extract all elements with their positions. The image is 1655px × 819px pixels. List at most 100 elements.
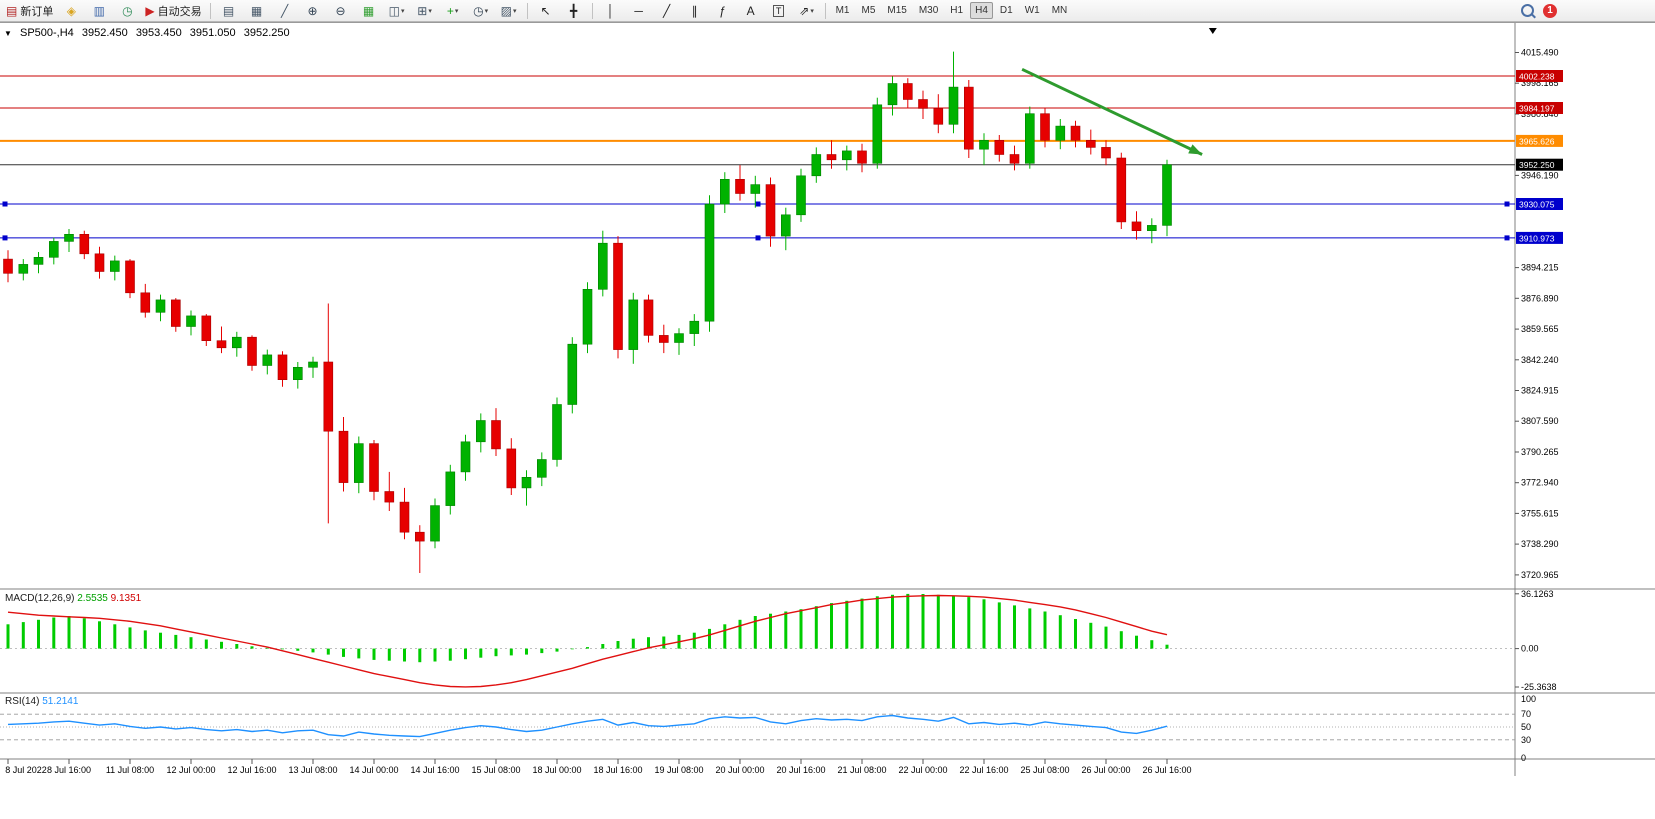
vertical-line-icon: │ — [606, 3, 615, 18]
toolbar-separator — [824, 2, 826, 19]
trendline-icon[interactable]: ╱ — [654, 1, 680, 21]
timeframe-m30-button[interactable]: M30 — [918, 5, 939, 16]
arrange-windows-icon[interactable]: ⊞ ▾ — [412, 1, 438, 21]
autotrading-button: ▶ — [145, 3, 155, 18]
new-order-button: ▤ — [6, 3, 18, 18]
toolbar: ▤ 新订单 ◈ ▥ ◷ ▶ 自动交易 ▤ ▦ ╱ ⊕ ⊖ ▦ ◫ ▾ ⊞ ▾ + ▾ ◷ ▾ ▨ ▾ ↖ ╋ │ ─ ╱ ∥ ƒ A T ⇗ ▾ M… — [0, 0, 1655, 22]
fibonacci-icon: ƒ — [719, 3, 726, 18]
chevron-down-icon: ▾ — [428, 7, 432, 15]
timeframe-m1-button[interactable]: M1 — [835, 5, 850, 16]
svg-text:36.1263: 36.1263 — [1521, 589, 1554, 599]
cascade-windows-icon[interactable]: ◫ ▾ — [384, 1, 410, 21]
svg-text:19 Jul 08:00: 19 Jul 08:00 — [654, 765, 703, 775]
svg-text:3738.290: 3738.290 — [1521, 539, 1559, 549]
rsi-value: 51.2141 — [42, 696, 79, 707]
svg-text:0: 0 — [1521, 753, 1526, 763]
timeframe-mn-button[interactable]: MN — [1051, 5, 1068, 16]
data-window-icon: ◷ — [122, 3, 133, 18]
timeframe-m5-button[interactable]: M5 — [861, 5, 876, 16]
templates-icon[interactable]: ▨ ▾ — [496, 1, 522, 21]
timeframe-m15-button[interactable]: M15 — [887, 5, 907, 16]
arrange-windows-icon: ⊞ — [417, 3, 428, 18]
svg-text:8 Jul 16:00: 8 Jul 16:00 — [47, 765, 91, 775]
svg-text:8 Jul 2022: 8 Jul 2022 — [5, 765, 47, 775]
collapse-icon[interactable]: ▼ — [4, 29, 12, 38]
svg-text:3952.250: 3952.250 — [1519, 160, 1555, 170]
trendline-icon: ╱ — [662, 3, 671, 18]
periods-icon[interactable]: ◷ ▾ — [468, 1, 494, 21]
chart-info-bar: ▼ SP500-,H4 3952.450 3953.450 3951.050 3… — [4, 27, 295, 39]
cascade-windows-icon: ◫ — [388, 3, 400, 18]
bar-chart-icon: ▤ — [222, 3, 235, 18]
svg-text:3824.915: 3824.915 — [1521, 386, 1559, 396]
timeframe-d1-button[interactable]: D1 — [999, 5, 1013, 16]
market-watch-icon: ▥ — [93, 3, 106, 18]
svg-text:3807.590: 3807.590 — [1521, 416, 1559, 426]
svg-text:3842.240: 3842.240 — [1521, 355, 1559, 365]
svg-text:4002.238: 4002.238 — [1519, 72, 1555, 82]
svg-text:12 Jul 16:00: 12 Jul 16:00 — [227, 765, 276, 775]
toolbar-buttons: ▤ 新订单 ◈ ▥ ◷ ▶ 自动交易 ▤ ▦ ╱ ⊕ ⊖ ▦ ◫ ▾ ⊞ ▾ + ▾ ◷ ▾ ▨ ▾ ↖ ╋ │ ─ ╱ ∥ ƒ A T ⇗ ▾ M… — [2, 0, 1073, 21]
horizontal-line-icon[interactable]: ─ — [626, 1, 652, 21]
candlestick-chart-icon[interactable]: ▦ — [244, 1, 270, 21]
tile-windows-icon[interactable]: ▦ — [356, 1, 382, 21]
svg-text:-25.3638: -25.3638 — [1521, 682, 1557, 692]
chart-canvas[interactable]: 4015.4903998.1653980.8403946.1903894.215… — [0, 23, 1655, 819]
crosshair-icon: ╋ — [569, 3, 578, 18]
cursor-icon[interactable]: ↖ — [533, 1, 559, 21]
indicators-icon: + — [446, 3, 454, 18]
svg-text:14 Jul 16:00: 14 Jul 16:00 — [410, 765, 459, 775]
timeframe-h4-button[interactable]: H4 — [970, 2, 993, 19]
search-icon[interactable] — [1521, 4, 1534, 17]
chevron-down-icon: ▾ — [810, 7, 814, 15]
svg-text:20 Jul 00:00: 20 Jul 00:00 — [715, 765, 764, 775]
chevron-down-icon: ▾ — [484, 7, 489, 15]
svg-text:3876.890: 3876.890 — [1521, 293, 1559, 303]
text-label-icon[interactable]: T — [766, 1, 792, 21]
bar-chart-icon[interactable]: ▤ — [216, 1, 242, 21]
text-icon[interactable]: A — [738, 1, 764, 21]
data-window-icon[interactable]: ◷ — [114, 1, 140, 21]
svg-text:0.00: 0.00 — [1521, 644, 1539, 654]
symbol-period: SP500-,H4 — [19, 27, 74, 39]
svg-text:22 Jul 16:00: 22 Jul 16:00 — [959, 765, 1008, 775]
svg-text:14 Jul 00:00: 14 Jul 00:00 — [349, 765, 398, 775]
arrows-icon[interactable]: ⇗ ▾ — [794, 1, 820, 21]
svg-text:13 Jul 08:00: 13 Jul 08:00 — [288, 765, 337, 775]
svg-text:3946.190: 3946.190 — [1521, 170, 1559, 180]
fibonacci-icon[interactable]: ƒ — [710, 1, 736, 21]
horizontal-line-icon: ─ — [634, 3, 643, 18]
vertical-line-icon[interactable]: │ — [598, 1, 624, 21]
channel-icon[interactable]: ∥ — [682, 1, 708, 21]
toolbar-separator — [209, 2, 211, 19]
rsi-label: RSI(14) — [5, 696, 40, 707]
indicators-icon[interactable]: + ▾ — [440, 1, 466, 21]
timeframe-h1-button[interactable]: H1 — [950, 5, 964, 16]
svg-text:22 Jul 00:00: 22 Jul 00:00 — [898, 765, 947, 775]
templates-icon: ▨ — [500, 3, 512, 18]
notification-badge[interactable]: 1 — [1543, 3, 1557, 18]
arrows-icon: ⇗ — [799, 3, 810, 18]
autotrading-button[interactable]: ▶ 自动交易 — [142, 1, 204, 21]
line-chart-icon[interactable]: ╱ — [272, 1, 298, 21]
tile-windows-icon: ▦ — [362, 3, 375, 18]
deposit-icon: ◈ — [66, 3, 76, 18]
timeframe-w1-button[interactable]: W1 — [1024, 5, 1040, 16]
svg-text:11 Jul 08:00: 11 Jul 08:00 — [106, 765, 154, 775]
svg-text:4015.490: 4015.490 — [1521, 48, 1559, 58]
svg-text:100: 100 — [1521, 694, 1536, 704]
new-order-button[interactable]: ▤ 新订单 — [3, 1, 56, 21]
crosshair-icon[interactable]: ╋ — [561, 1, 587, 21]
text-icon: A — [746, 3, 755, 18]
candlestick-chart-icon: ▦ — [250, 3, 263, 18]
toolbar-button-label: 新订单 — [20, 5, 54, 18]
zoom-out-icon: ⊖ — [335, 3, 346, 18]
text-label-icon: T — [772, 4, 785, 17]
svg-text:3965.626: 3965.626 — [1519, 136, 1555, 146]
svg-text:3930.075: 3930.075 — [1519, 200, 1555, 210]
zoom-out-icon[interactable]: ⊖ — [328, 1, 354, 21]
market-watch-icon[interactable]: ▥ — [86, 1, 112, 21]
svg-text:15 Jul 08:00: 15 Jul 08:00 — [471, 765, 520, 775]
deposit-icon[interactable]: ◈ — [58, 1, 84, 21]
zoom-in-icon[interactable]: ⊕ — [300, 1, 326, 21]
